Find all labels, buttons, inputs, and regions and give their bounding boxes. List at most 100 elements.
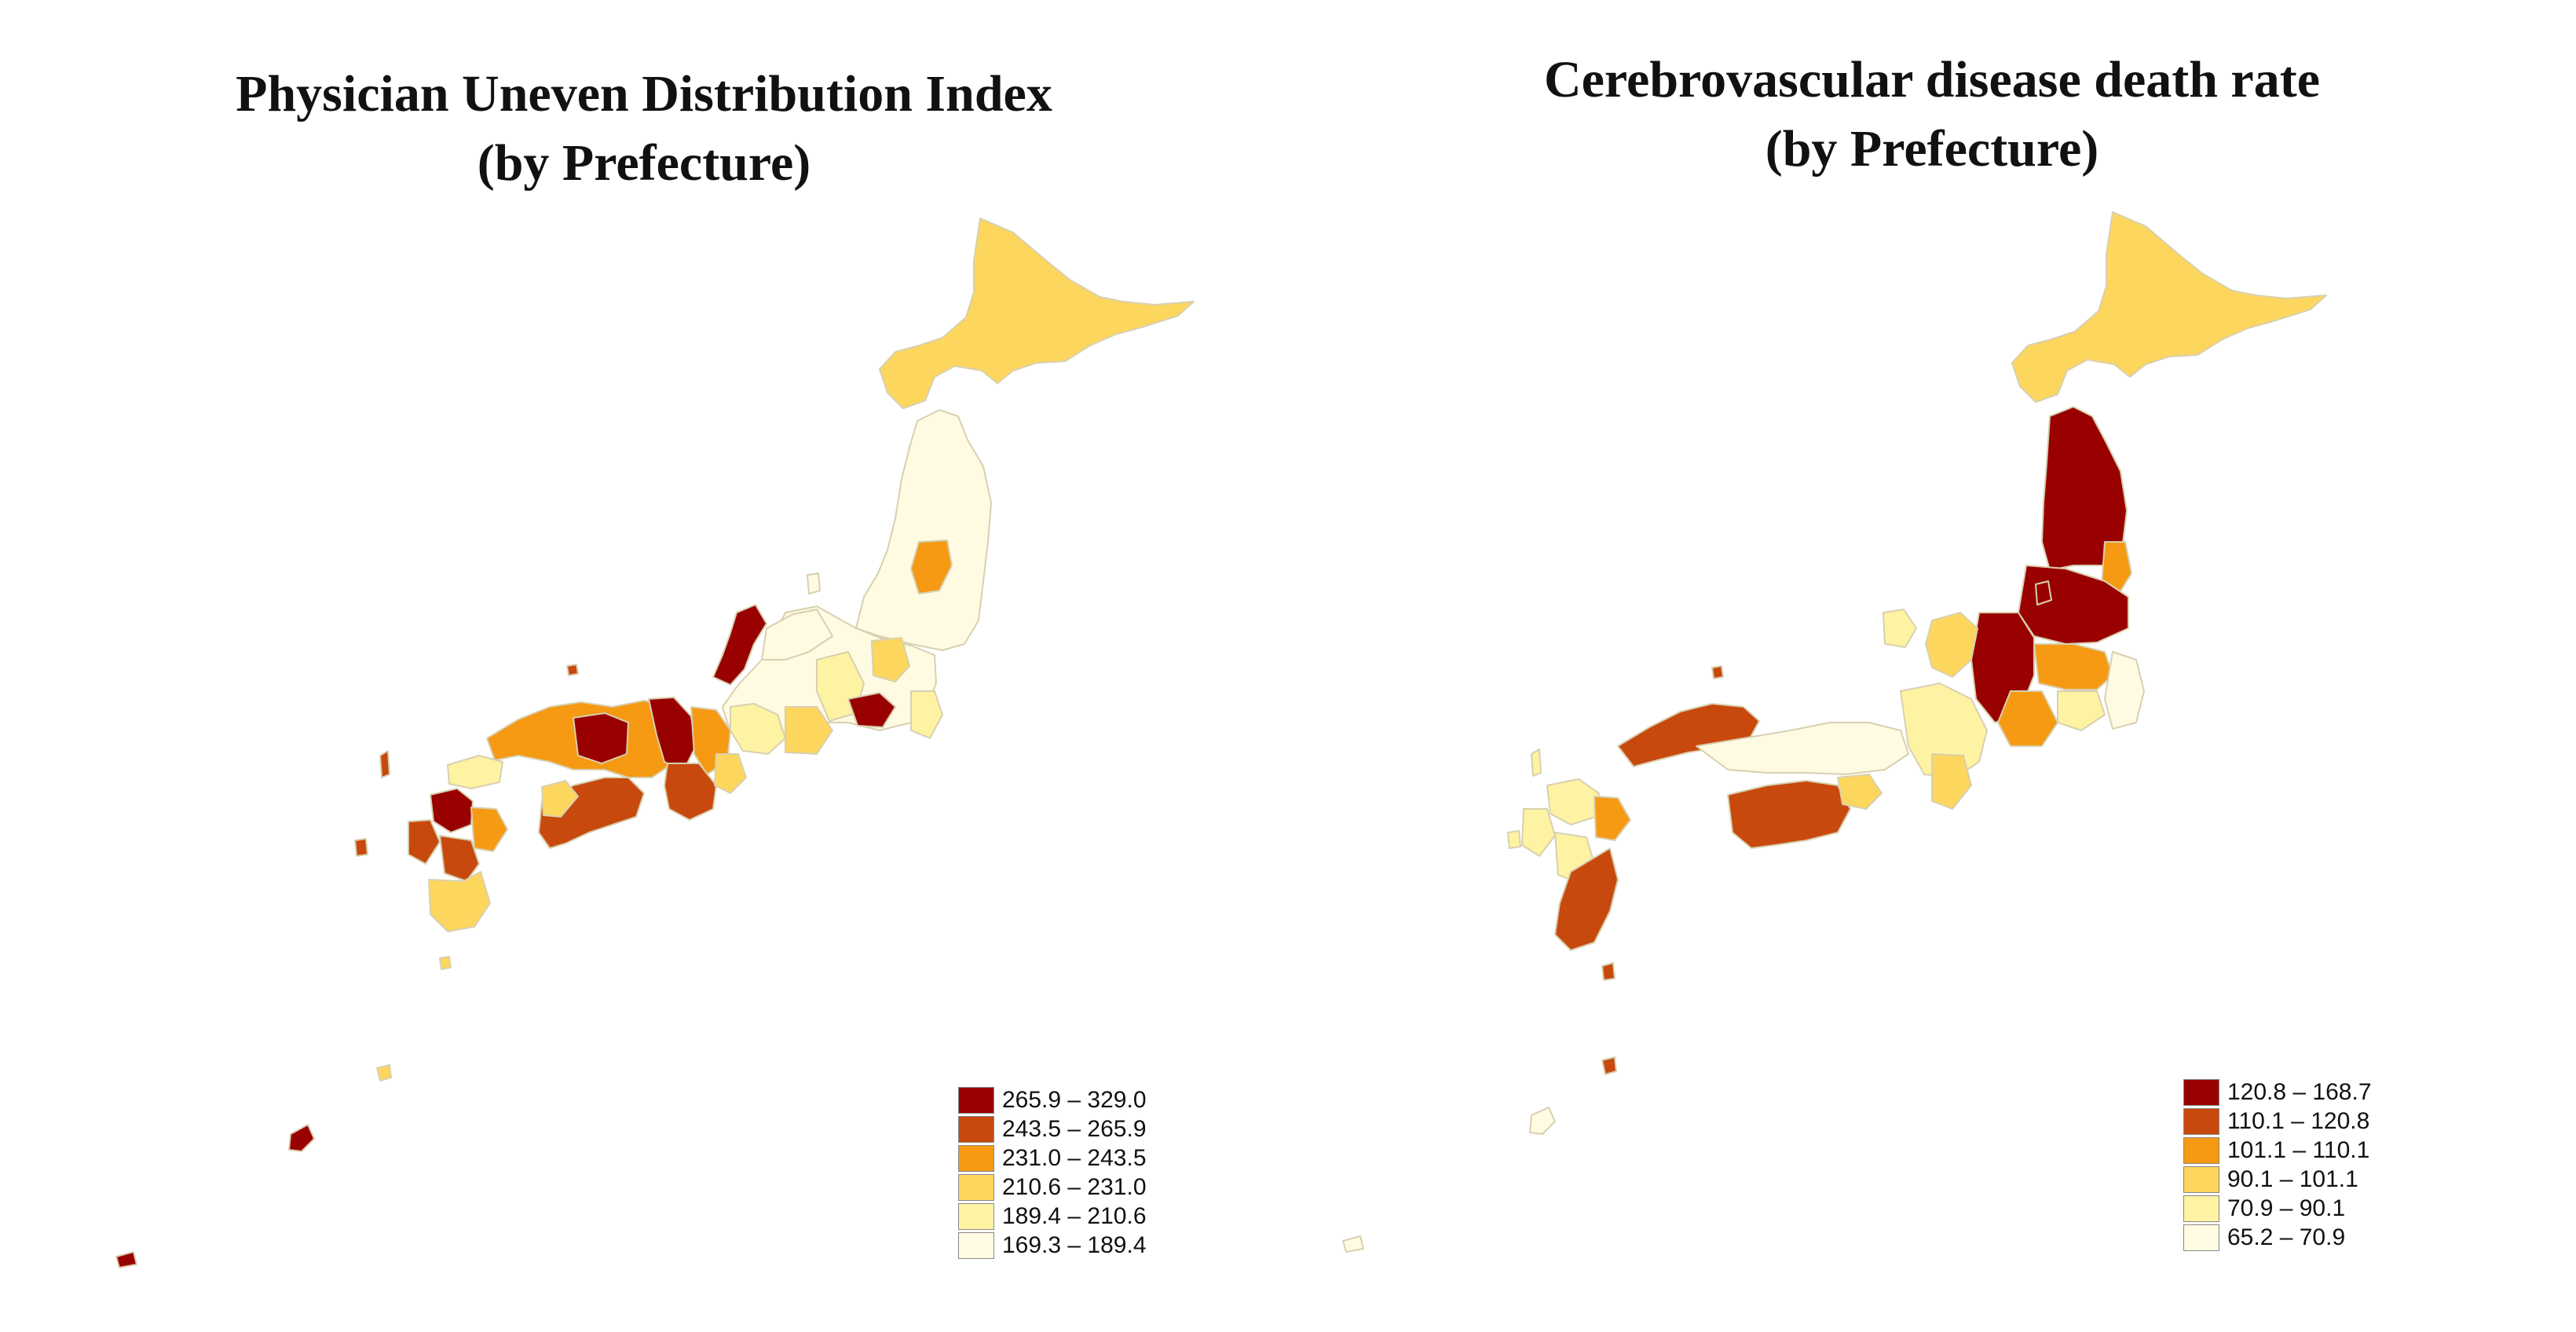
region-sado xyxy=(2035,580,2052,606)
left-map-legend-item: 231.0 – 243.5 xyxy=(958,1144,1147,1173)
left-map-legend-label: 169.3 – 189.4 xyxy=(1002,1231,1147,1258)
region-mie xyxy=(714,753,747,794)
region-tsushima xyxy=(1531,748,1542,777)
region-fukuoka xyxy=(430,788,474,833)
region-oita xyxy=(1594,796,1631,841)
region-ishikawa-noto xyxy=(1883,609,1917,648)
region-miyagi xyxy=(910,540,953,595)
left-map-panel: Physician Uneven Distribution Index (by … xyxy=(0,60,1288,1268)
left-map-legend-item: 210.6 – 231.0 xyxy=(958,1173,1147,1202)
region-okinawa xyxy=(1529,1107,1556,1135)
region-oki xyxy=(1711,665,1724,679)
region-miyazaki-kagoshima xyxy=(1554,847,1619,951)
region-yamaguchi xyxy=(447,755,503,789)
region-amami xyxy=(1601,1056,1617,1075)
right-map-title-line1: Cerebrovascular disease death rate xyxy=(1543,51,2321,108)
region-miyagi xyxy=(2101,541,2132,595)
right-map-legend: 120.8 – 168.7 110.1 – 120.8 101.1 – 110.1 9… xyxy=(2183,1078,2372,1252)
right-map-legend-item: 110.1 – 120.8 xyxy=(2183,1107,2372,1136)
region-saga-nagasaki xyxy=(1521,808,1556,857)
region-okinawa xyxy=(288,1124,315,1152)
left-map-title: Physician Uneven Distribution Index (by … xyxy=(0,60,1288,198)
left-japan-map xyxy=(115,218,1195,1268)
right-map-legend-item: 70.9 – 90.1 xyxy=(2183,1194,2372,1223)
region-goto xyxy=(354,838,368,857)
region-tsushima xyxy=(379,750,390,778)
region-saga-nagasaki xyxy=(408,819,441,865)
region-toyama-niigata xyxy=(761,609,833,661)
region-oki xyxy=(566,664,579,676)
right-map-legend-item: 90.1 – 101.1 xyxy=(2183,1165,2372,1194)
right-map-legend-swatch xyxy=(2183,1166,2219,1193)
left-map-legend: 265.9 – 329.0 243.5 – 265.9 231.0 – 243.5 2… xyxy=(958,1085,1147,1260)
right-map-legend-label: 90.1 – 101.1 xyxy=(2227,1166,2358,1192)
left-map-legend-label: 265.9 – 329.0 xyxy=(1002,1086,1147,1113)
region-goto xyxy=(1507,830,1521,849)
right-map-legend-item: 101.1 – 110.1 xyxy=(2183,1136,2372,1165)
region-kinki xyxy=(1900,682,1988,778)
region-kagawa-ehime xyxy=(1837,774,1883,810)
right-map-legend-label: 65.2 – 70.9 xyxy=(2227,1224,2346,1250)
left-map-legend-swatch xyxy=(958,1144,994,1172)
right-map-legend-label: 70.9 – 90.1 xyxy=(2227,1195,2346,1221)
region-amami xyxy=(376,1064,392,1081)
region-shizuoka xyxy=(785,706,833,755)
region-ehime xyxy=(541,780,579,818)
right-map-legend-swatch xyxy=(2183,1107,2219,1135)
right-map-legend-item: 65.2 – 70.9 xyxy=(2183,1223,2372,1252)
right-map-legend-label: 110.1 – 120.8 xyxy=(2227,1107,2370,1134)
region-sado xyxy=(807,573,821,595)
region-tanegashima xyxy=(1601,962,1615,981)
region-nara-wakayama xyxy=(664,763,717,821)
left-map-title-line2: (by Prefecture) xyxy=(477,134,811,192)
left-map-legend-label: 210.6 – 231.0 xyxy=(1002,1173,1147,1200)
region-gunma xyxy=(871,637,910,682)
right-map-legend-swatch xyxy=(2183,1136,2219,1164)
region-mie-wakayama xyxy=(1931,753,1972,810)
region-tohoku xyxy=(855,409,992,651)
region-shikoku xyxy=(1727,780,1851,849)
region-kagoshima-miyazaki xyxy=(428,871,491,932)
right-japan-map xyxy=(1342,211,2327,1253)
right-map-legend-label: 120.8 – 168.7 xyxy=(2227,1078,2372,1105)
right-map-panel: Cerebrovascular disease death rate (by P… xyxy=(1288,0,2576,1332)
left-map-legend-item: 189.4 – 210.6 xyxy=(958,1202,1147,1231)
left-map-legend-label: 189.4 – 210.6 xyxy=(1002,1202,1147,1229)
region-aichi-gifu xyxy=(730,703,786,755)
region-toyama-ishikawa xyxy=(1925,612,1978,678)
region-fukuoka xyxy=(1546,778,1600,825)
left-map-legend-item: 243.5 – 265.9 xyxy=(958,1114,1147,1144)
left-map-legend-swatch xyxy=(958,1231,994,1259)
region-ishikawa xyxy=(712,604,767,686)
region-yamanashi-shizuoka xyxy=(1997,690,2058,747)
left-map-title-line1: Physician Uneven Distribution Index xyxy=(236,65,1052,123)
left-map-legend-label: 231.0 – 243.5 xyxy=(1002,1144,1147,1171)
right-map-legend-item: 120.8 – 168.7 xyxy=(2183,1078,2372,1107)
region-oita xyxy=(470,807,508,852)
region-kyoto xyxy=(648,697,697,772)
region-ibaraki-chiba xyxy=(2104,651,2145,730)
region-tokyo-kanagawa xyxy=(847,692,896,728)
region-chugoku-south xyxy=(1696,722,1909,775)
right-map-legend-swatch xyxy=(2183,1078,2219,1106)
left-map-legend-swatch xyxy=(958,1086,994,1114)
left-map-legend-label: 243.5 – 265.9 xyxy=(1002,1115,1147,1142)
right-map-title-line2: (by Prefecture) xyxy=(1765,120,2099,177)
left-map-legend-swatch xyxy=(958,1173,994,1201)
region-saitama-tokyo xyxy=(2057,690,2106,731)
region-chiba xyxy=(910,690,943,739)
region-hokkaido xyxy=(879,218,1195,409)
left-map-legend-swatch xyxy=(958,1202,994,1230)
right-map-legend-label: 101.1 – 110.1 xyxy=(2227,1136,2370,1163)
right-map-legend-swatch xyxy=(2183,1224,2219,1251)
region-sakishima xyxy=(115,1251,137,1268)
left-map-legend-swatch xyxy=(958,1115,994,1143)
region-islets xyxy=(439,956,452,970)
region-chugoku-north xyxy=(1617,703,1760,767)
left-map-legend-item: 169.3 – 189.4 xyxy=(958,1231,1147,1260)
right-map-legend-swatch xyxy=(2183,1195,2219,1222)
region-gunma-tochigi xyxy=(2033,643,2113,690)
region-hokkaido xyxy=(2011,211,2327,403)
right-map-title: Cerebrovascular disease death rate (by P… xyxy=(1288,46,2576,184)
left-map-legend-item: 265.9 – 329.0 xyxy=(958,1085,1147,1114)
